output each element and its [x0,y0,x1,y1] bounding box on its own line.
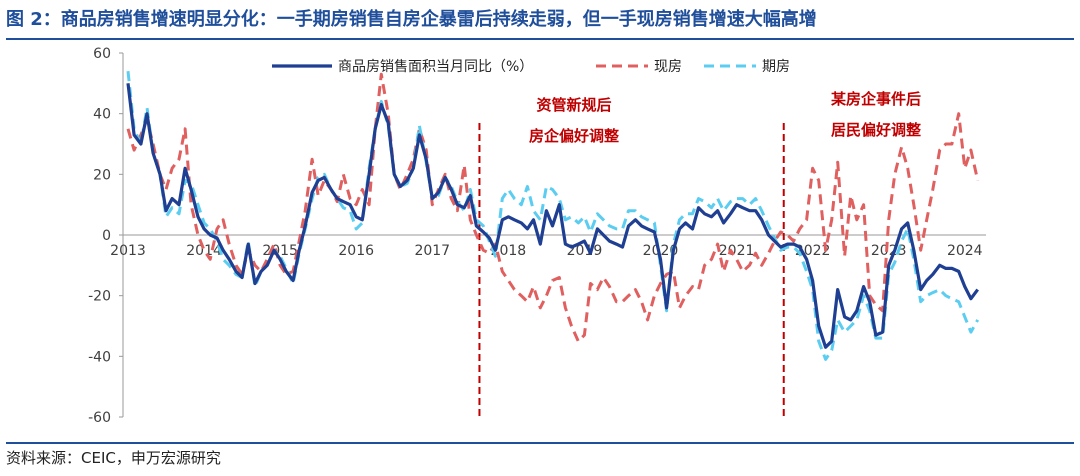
footer-rule [6,442,1074,444]
y-tick-label: 0 [102,228,111,244]
y-tick-label: -40 [88,349,111,365]
annotation-event2-line2: 居民偏好调整 [831,121,921,139]
y-tick-label: 20 [93,167,111,183]
x-tick-label: 2023 [871,243,907,259]
chart-legend: 商品房销售面积当月同比（%） 现房 期房 [272,59,790,75]
y-tick-label: -20 [88,289,111,305]
y-tick-label: -60 [88,410,111,426]
annotation-event1-line1: 资管新规后 [536,96,611,114]
chart-series [126,71,980,361]
annotation-event1-line2: 房企偏好调整 [529,127,619,145]
y-tick-label: 60 [93,46,111,62]
x-tick-label: 2017 [414,243,450,259]
x-tick-label: 2016 [338,243,374,259]
event-markers [478,123,785,416]
source-note: 资料来源：CEIC，申万宏源研究 [6,449,221,467]
series-line-1 [126,72,980,343]
x-tick-label: 2021 [719,243,755,259]
figure-title: 图 2：商品房销售增速明显分化：一手期房销售自房企暴雷后持续走弱，但一手现房销售… [6,9,817,30]
legend-label-0: 商品房销售面积当月同比（%） [338,59,533,75]
series-line-2 [126,71,980,361]
y-tick-label: 40 [93,107,111,123]
title-rule [6,38,1074,40]
annotation-event2-line1: 某房企事件后 [831,90,921,108]
x-tick-label: 2024 [947,243,983,259]
legend-label-2: 期房 [762,59,790,75]
series-line-0 [126,83,979,349]
x-tick-label: 2013 [110,243,146,259]
x-tick-label: 2014 [186,243,222,259]
x-tick-label: 2020 [643,243,679,259]
legend-label-1: 现房 [654,59,682,75]
